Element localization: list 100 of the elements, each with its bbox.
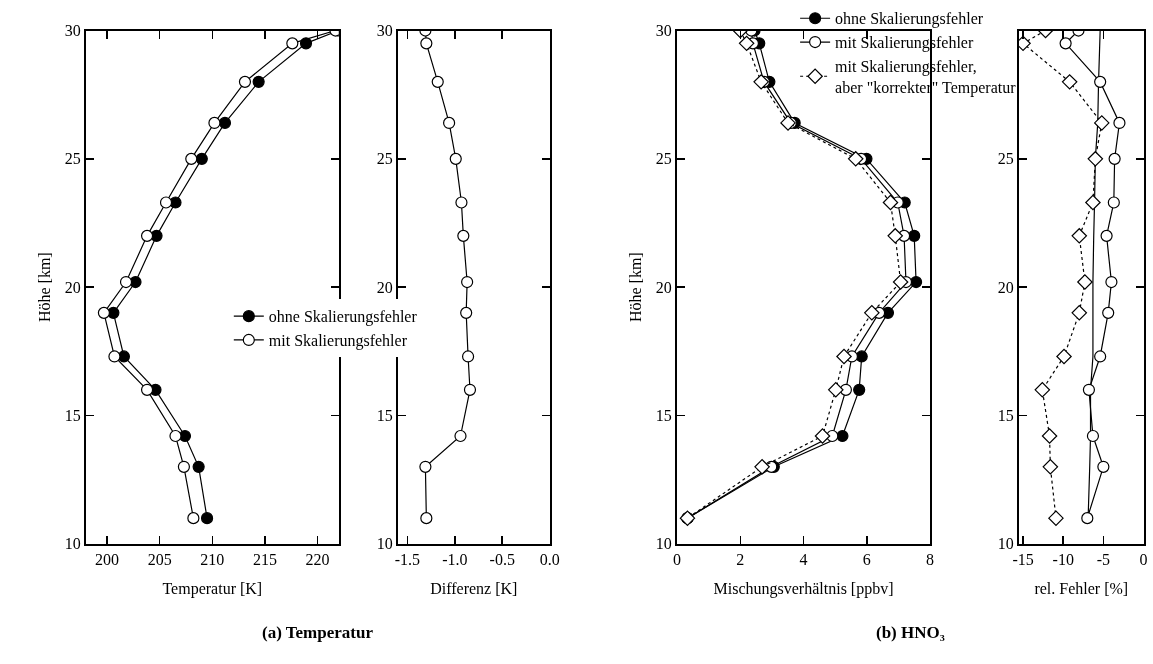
y-tick-label: 25 — [655, 150, 672, 168]
text: (a) Temperatur — [262, 623, 374, 642]
point — [108, 350, 121, 363]
point — [169, 429, 182, 443]
point — [419, 460, 432, 473]
point — [1071, 228, 1088, 244]
y-tick-label: 30 — [64, 22, 81, 40]
y-tick-label: 10 — [376, 535, 393, 553]
y-axis-title: Höhe [km] — [36, 252, 54, 323]
y-tick-label: 10 — [655, 535, 672, 553]
y-tick-label: 30 — [655, 22, 672, 40]
x-tick-label: -0.5 — [489, 551, 515, 569]
point — [910, 275, 923, 289]
point — [187, 512, 200, 525]
point — [192, 460, 205, 473]
y-tick-label: 25 — [376, 150, 393, 168]
y-tick-label: 20 — [997, 278, 1014, 296]
point — [238, 75, 252, 88]
point — [208, 116, 221, 130]
x-tick-label: 0 — [1139, 551, 1148, 569]
point — [420, 37, 433, 50]
x-axis-title: rel. Fehler [%] — [1034, 580, 1129, 598]
x-tick-label: 0 — [673, 551, 682, 569]
y-tick-label: 30 — [376, 22, 393, 40]
point — [1105, 275, 1118, 289]
x-tick-label: 200 — [95, 551, 120, 569]
legend-label: mit Skalierungsfehler — [268, 332, 408, 351]
y-tick-label: 20 — [64, 278, 81, 296]
point — [1042, 459, 1059, 475]
point — [140, 229, 154, 242]
point — [299, 37, 313, 50]
point — [1059, 37, 1072, 50]
y-tick-label: 15 — [64, 407, 81, 425]
point — [286, 37, 299, 50]
point — [1100, 229, 1113, 242]
point — [892, 274, 909, 290]
point — [1034, 382, 1051, 398]
point — [753, 74, 769, 90]
point — [200, 512, 214, 525]
point — [177, 460, 190, 473]
text: (b) HNO₃ — [876, 623, 945, 642]
x-axis-title: Mischungsverhältnis [ppbv] — [713, 580, 894, 599]
point — [1071, 305, 1088, 321]
point — [218, 116, 232, 130]
point — [185, 152, 198, 165]
point — [1113, 116, 1126, 130]
point — [828, 382, 844, 398]
point — [140, 383, 154, 396]
point — [454, 429, 467, 443]
point — [431, 75, 444, 88]
point — [97, 306, 110, 319]
y-tick-label: 10 — [997, 535, 1014, 553]
point — [738, 35, 755, 52]
y-tick-label: 10 — [64, 535, 81, 553]
point — [1108, 152, 1121, 165]
x-tick-label: 205 — [147, 551, 172, 569]
x-tick-label: 220 — [305, 551, 330, 569]
point — [420, 512, 433, 525]
point — [252, 75, 265, 88]
point — [1107, 196, 1120, 209]
point — [455, 196, 468, 209]
y-axis-title: Höhe [km] — [627, 252, 645, 323]
x-tick-label: 215 — [252, 551, 277, 569]
point — [1048, 510, 1064, 526]
point — [1085, 194, 1101, 211]
point — [1102, 306, 1115, 319]
point — [814, 428, 831, 444]
y-tick-label: 25 — [64, 150, 81, 168]
point — [1086, 429, 1100, 443]
x-tick-label: -5 — [1096, 551, 1111, 569]
point — [1082, 383, 1096, 396]
y-tick-label: 15 — [997, 407, 1014, 425]
x-tick-label: 8 — [926, 551, 935, 569]
point — [463, 383, 477, 396]
x-tick-label: 4 — [799, 551, 808, 569]
point — [159, 196, 173, 209]
x-axis-title: Differenz [K] — [430, 580, 518, 598]
point — [460, 306, 473, 319]
x-tick-label: -1.5 — [394, 551, 421, 569]
x-tick-label: -15 — [1012, 551, 1034, 569]
point — [1087, 151, 1104, 167]
point — [908, 229, 921, 242]
point — [195, 152, 208, 165]
x-tick-label: 210 — [200, 551, 225, 569]
point — [461, 275, 474, 289]
legend-label: ohne Skalierungsfehler — [835, 10, 984, 29]
point — [461, 350, 475, 363]
point — [754, 459, 770, 475]
point — [1094, 115, 1110, 131]
y-tick-label: 20 — [655, 278, 672, 296]
point — [443, 116, 456, 130]
x-tick-label: -10 — [1052, 551, 1074, 569]
point — [1081, 512, 1094, 525]
point — [887, 228, 903, 244]
x-tick-label: 0.0 — [539, 551, 560, 569]
point — [1097, 460, 1110, 473]
point — [1094, 350, 1107, 363]
legend-label: ohne Skalierungsfehler — [268, 308, 418, 327]
y-tick-label: 20 — [376, 278, 393, 296]
point — [836, 429, 849, 443]
